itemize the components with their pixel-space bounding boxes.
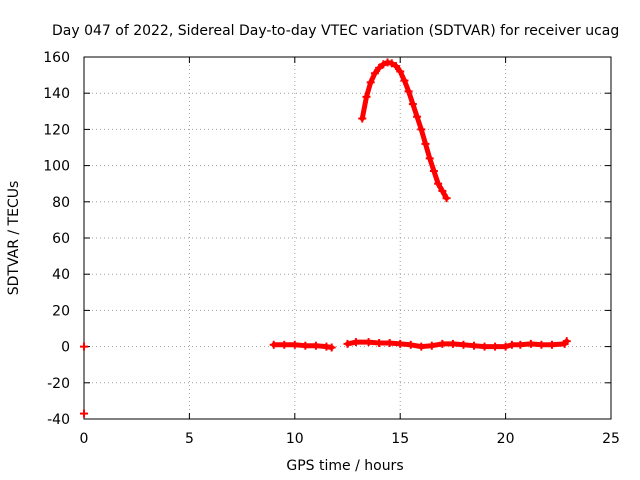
- y-tick-label: -40: [47, 412, 70, 428]
- x-tick-label: 20: [497, 431, 515, 447]
- y-tick-label: 60: [52, 231, 70, 247]
- y-tick-label: -20: [47, 376, 70, 392]
- series-trace-segment-1: [271, 342, 335, 351]
- chart-title: Day 047 of 2022, Sidereal Day-to-day VTE…: [52, 23, 619, 39]
- grid-lines: [84, 57, 611, 419]
- axis-ticks: [83, 56, 612, 420]
- y-tick-label: 20: [52, 303, 70, 319]
- data-points: [80, 58, 571, 418]
- x-tick-label: 5: [185, 431, 194, 447]
- y-tick-label: 140: [43, 86, 70, 102]
- series-trace-segment-2: [345, 338, 570, 350]
- data-point: [80, 342, 88, 351]
- y-tick-label: 40: [52, 267, 70, 283]
- y-tick-labels: -40 -20 0 20 40 60 80 100 120 140 160: [43, 50, 70, 428]
- x-tick-label: 10: [286, 431, 304, 447]
- x-tick-label: 25: [602, 431, 620, 447]
- x-tick-label: 15: [391, 431, 409, 447]
- x-tick-labels: 0 5 10 15 20 25: [80, 431, 620, 447]
- y-tick-label: 100: [43, 159, 70, 175]
- y-tick-label: 0: [61, 340, 70, 356]
- series-trace-arc: [359, 59, 450, 201]
- y-tick-label: 80: [52, 195, 70, 211]
- y-tick-label: 160: [43, 50, 70, 66]
- y-tick-label: 120: [43, 122, 70, 138]
- y-axis-label: SDTVAR / TECUs: [6, 181, 22, 296]
- data-point: [80, 409, 88, 418]
- x-tick-label: 0: [80, 431, 89, 447]
- x-axis-label: GPS time / hours: [286, 458, 403, 474]
